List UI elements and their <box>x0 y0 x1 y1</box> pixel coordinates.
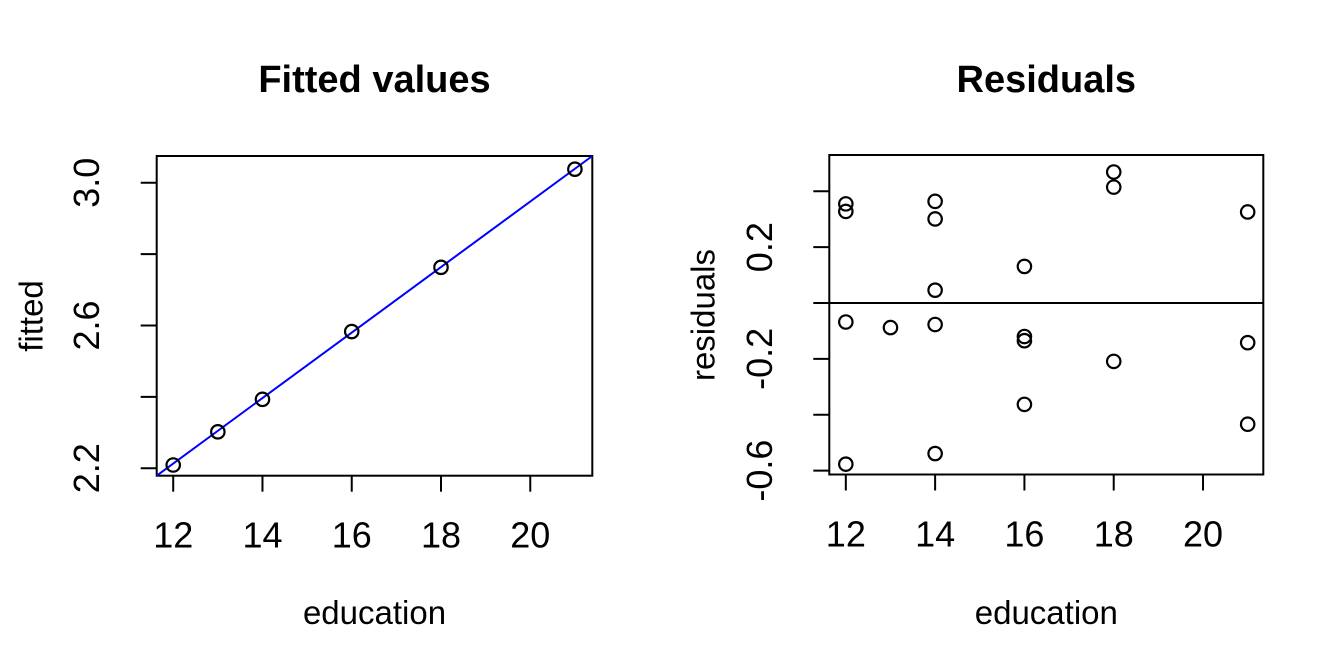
fitted-values-data-point <box>343 323 360 340</box>
residuals-data-point <box>927 282 943 298</box>
residuals-data-point <box>1239 416 1256 433</box>
residuals-data-point <box>1016 258 1033 275</box>
left-plot-title: Fitted values <box>258 59 490 101</box>
residuals-data-point <box>838 203 854 220</box>
right-plot-title: Residuals <box>957 59 1137 101</box>
fitted-values-y-tick-label: 2.2 <box>66 443 107 493</box>
residuals-y-tick-label: -0.6 <box>739 440 780 502</box>
residuals-data-point <box>838 196 854 212</box>
residuals-data-point <box>838 314 854 330</box>
residuals-data-point <box>927 211 943 227</box>
right-plot-ylabel: residuals <box>685 249 722 381</box>
residuals-data-point <box>882 319 899 336</box>
fitted-values-y-tick-label: 2.6 <box>66 300 107 350</box>
residuals-data-point <box>838 456 854 472</box>
residuals-data-point <box>1239 204 1256 220</box>
fitted-values-data-point <box>567 161 583 178</box>
fitted-values-plot-box <box>155 155 594 477</box>
residuals-y-tick-label: -0.2 <box>739 328 780 390</box>
fitted-values-data-point <box>254 391 271 408</box>
fitted-values-x-tick-label: 16 <box>332 515 372 556</box>
fitted-values-fit-line <box>156 155 593 477</box>
residuals-data-point <box>1016 328 1033 345</box>
fitted-values-x-tick-label: 12 <box>153 515 193 556</box>
left-plot-ylabel: fitted <box>13 280 50 352</box>
residuals-data-point <box>1016 332 1033 349</box>
chart-layer: 12 14 16 18 20 2.2 2.6 3.0 12 14 16 18 20 -0.6 -0.2 0.2 <box>66 154 1265 556</box>
residuals-data-point <box>1105 179 1122 195</box>
residuals-x-tick-label: 16 <box>1004 514 1044 555</box>
residuals-data-point <box>927 316 943 333</box>
residuals-data-point <box>1016 396 1033 413</box>
fitted-values-data-point <box>165 457 182 473</box>
right-plot-xlabel: education <box>975 594 1118 631</box>
residuals-data-point <box>1239 334 1256 351</box>
residuals-data-point <box>1105 164 1122 180</box>
residuals-plot-box <box>828 154 1265 476</box>
fitted-values-x-tick-label: 14 <box>242 515 282 556</box>
fitted-values-data-point <box>433 259 449 276</box>
residuals-x-tick-label: 18 <box>1094 514 1134 555</box>
fitted-values-x-tick-label: 20 <box>510 515 550 556</box>
residuals-x-tick-label: 12 <box>826 514 866 555</box>
residuals-y-tick-label: 0.2 <box>739 222 780 272</box>
fitted-values-x-tick-label: 18 <box>421 515 461 556</box>
residuals-data-point <box>927 445 943 462</box>
left-plot-xlabel: education <box>303 594 446 631</box>
fitted-values-y-tick-label: 3.0 <box>66 158 107 208</box>
fitted-values-data-point <box>210 424 226 440</box>
residuals-data-point <box>1105 353 1122 370</box>
residuals-x-tick-label: 14 <box>915 514 955 555</box>
residuals-x-tick-label: 20 <box>1183 514 1223 555</box>
residuals-data-point <box>927 193 943 210</box>
